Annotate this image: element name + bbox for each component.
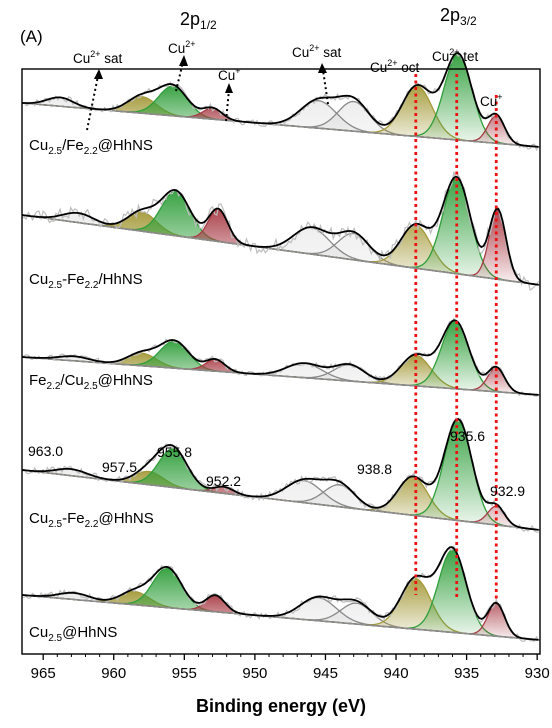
background-1 — [21, 214, 541, 286]
reference-lines — [414, 74, 498, 600]
annotation-cu2-sat-right: Cu2+ sat — [292, 43, 342, 60]
x-tick-label-6: 935 — [454, 665, 479, 682]
x-tick-label-3: 950 — [242, 665, 267, 682]
x-tick-label-4: 945 — [313, 665, 338, 682]
spectrum-2 — [21, 317, 541, 397]
svg-text:Cu2.5/Fe2.2@HhNS: Cu2.5/Fe2.2@HhNS — [29, 137, 153, 157]
peak-value-935-6: 935.6 — [450, 428, 485, 444]
svg-text:Cu2.5-Fe2.2@HhNS: Cu2.5-Fe2.2@HhNS — [29, 510, 154, 530]
svg-text:Cu2+ oct: Cu2+ oct — [370, 58, 420, 75]
peak-value-957-5: 957.5 — [102, 459, 137, 475]
header-2p12: 2p1/2 — [180, 9, 217, 32]
spectrum-0 — [21, 51, 541, 152]
svg-text:Cu2+ sat: Cu2+ sat — [292, 43, 342, 60]
spectrum-1 — [21, 171, 541, 291]
peak-fill-1-0 — [22, 212, 539, 285]
svg-text:Cu2+ sat: Cu2+ sat — [73, 49, 123, 66]
sample-label-3: Cu2.5-Fe2.2@HhNS — [29, 510, 154, 530]
envelope-3 — [21, 417, 539, 531]
annotation-cu1-right: Cu+ — [480, 92, 503, 109]
svg-text:Cu2.5-Fe2.2/HhNS: Cu2.5-Fe2.2/HhNS — [29, 271, 143, 291]
annotation-cu1-left: Cu+ — [218, 66, 241, 83]
peak-fill-4-6 — [22, 578, 539, 640]
peak-value-938-8: 938.8 — [357, 461, 392, 477]
x-axis-title: Binding energy (eV) — [196, 696, 366, 716]
background-4 — [21, 594, 541, 641]
svg-text:Cu2+: Cu2+ — [168, 39, 196, 56]
raw-data-4 — [21, 544, 540, 643]
x-tick-label-2: 955 — [172, 665, 197, 682]
annotation-arrows — [86, 61, 329, 131]
svg-text:Fe2.2/Cu2.5@HhNS: Fe2.2/Cu2.5@HhNS — [29, 372, 153, 392]
sample-label-0: Cu2.5/Fe2.2@HhNS — [29, 137, 153, 157]
peak-fill-3-0 — [22, 468, 539, 530]
sample-label-2: Fe2.2/Cu2.5@HhNS — [29, 372, 153, 392]
panel-label: (A) — [20, 27, 43, 46]
annotation-cu2-sat-left: Cu2+ sat — [73, 49, 123, 66]
x-tick-label-7: 930 — [525, 665, 550, 682]
x-tick-label-0: 965 — [31, 665, 56, 682]
x-axis-ticks: 965 960 955 950 945 940 935 930 — [31, 654, 550, 682]
annotation-cu2-tet: Cu2+ tet — [432, 47, 479, 64]
peak-value-963: 963.0 — [28, 443, 63, 459]
envelope-1 — [21, 175, 539, 286]
header-2p32: 2p3/2 — [440, 5, 477, 28]
spectrum-4 — [21, 544, 541, 643]
peak-fill-0-7 — [22, 54, 539, 147]
peak-fill-4-0 — [22, 592, 539, 640]
envelope-4 — [21, 546, 539, 641]
svg-text:Cu2.5@HhNS: Cu2.5@HhNS — [29, 624, 117, 644]
envelope-2 — [21, 319, 539, 396]
peak-value-932-9: 932.9 — [490, 483, 525, 499]
svg-text:Cu2+ tet: Cu2+ tet — [432, 47, 479, 64]
annotation-arrowheads — [94, 55, 327, 93]
peak-fill-0-6 — [22, 86, 539, 147]
annotation-cu2-oct: Cu2+ oct — [370, 58, 420, 75]
annotation-cu2-left: Cu2+ — [168, 39, 196, 56]
envelope-0 — [21, 52, 539, 148]
svg-text:Cu+: Cu+ — [218, 66, 241, 83]
peak-value-955-8: 955.8 — [157, 444, 192, 460]
peak-value-952-2: 952.2 — [206, 473, 241, 489]
x-tick-label-1: 960 — [101, 665, 126, 682]
sample-label-4: Cu2.5@HhNS — [29, 624, 117, 644]
spectra-layer — [21, 51, 541, 643]
plot-frame — [21, 68, 541, 655]
spectrum-3 — [21, 416, 541, 533]
svg-text:Cu+: Cu+ — [480, 92, 503, 109]
peak-fill-1-7 — [22, 177, 539, 285]
sample-label-1: Cu2.5-Fe2.2/HhNS — [29, 271, 143, 291]
x-tick-label-5: 940 — [384, 665, 409, 682]
